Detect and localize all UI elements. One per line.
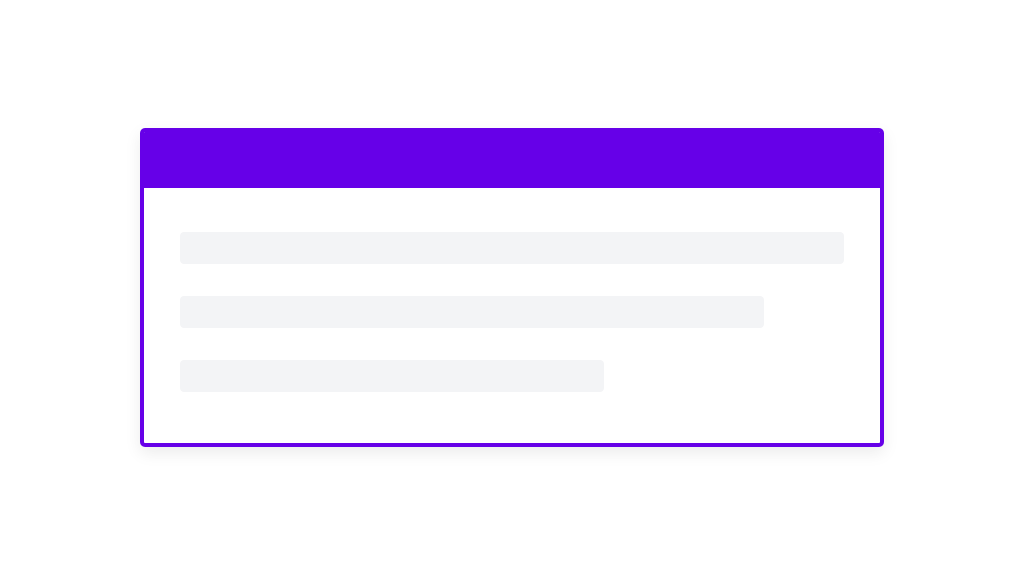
skeleton-line-2 [180,296,764,328]
loading-card [140,128,884,447]
card-header [144,132,880,188]
skeleton-line-1 [180,232,844,264]
skeleton-line-3 [180,360,604,392]
